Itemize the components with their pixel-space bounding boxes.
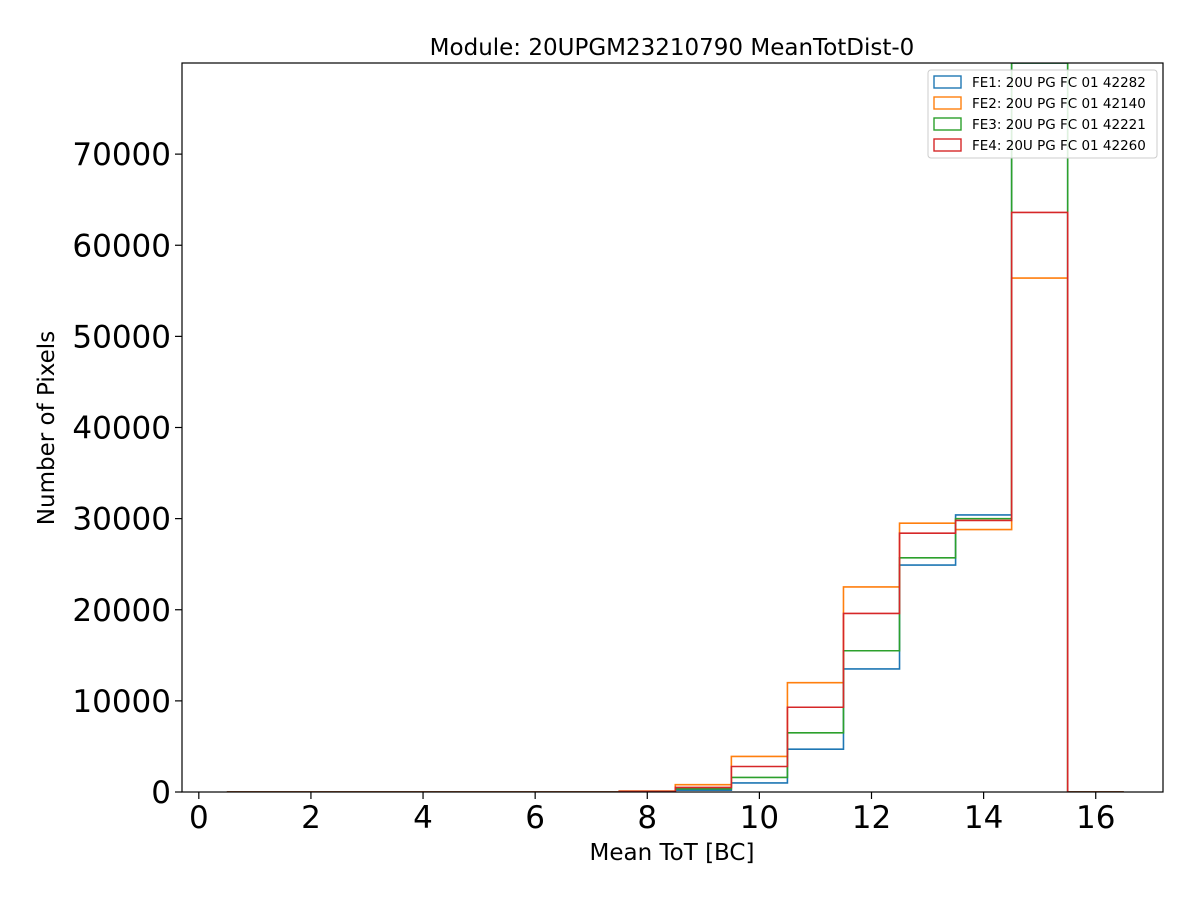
series-2-step-line <box>226 277 1124 792</box>
series-4-step-line <box>226 211 1124 792</box>
legend-label: FE3: 20U PG FC 01 42221 <box>972 117 1146 133</box>
y-tick-label: 60000 <box>72 228 171 264</box>
series-1-step-line <box>226 63 1124 792</box>
legend-swatch <box>933 117 962 131</box>
y-tick-label: 30000 <box>72 502 171 538</box>
legend-label: FE2: 20U PG FC 01 42140 <box>972 96 1146 112</box>
series-3-step-line <box>226 63 1124 792</box>
y-tick-label: 50000 <box>72 319 171 355</box>
x-tick-label: 16 <box>1076 800 1115 836</box>
series-group <box>226 63 1124 792</box>
legend-swatch <box>933 96 962 110</box>
y-tick-label: 10000 <box>72 684 171 720</box>
x-tick-label: 6 <box>525 800 545 836</box>
y-tick-label: 20000 <box>72 593 171 629</box>
x-tick-label: 8 <box>637 800 657 836</box>
y-tick-label: 40000 <box>72 411 171 447</box>
legend-swatch <box>933 75 962 89</box>
x-axis: 0 2 4 6 8 10 12 14 16 <box>189 792 1115 836</box>
plot-frame <box>181 62 1164 793</box>
legend-label: FE4: 20U PG FC 01 42260 <box>972 138 1146 154</box>
x-tick-label: 4 <box>413 800 433 836</box>
x-tick-label: 14 <box>964 800 1003 836</box>
legend-swatch <box>933 138 962 152</box>
legend-label: FE1: 20U PG FC 01 42282 <box>972 75 1146 91</box>
chart-title: Module: 20UPGM23210790 MeanTotDist-0 <box>430 35 915 61</box>
y-axis-title: Number of Pixels <box>34 331 60 525</box>
legend: FE1: 20U PG FC 01 42282 FE2: 20U PG FC 01… <box>927 69 1158 159</box>
x-axis-title: Mean ToT [BC] <box>590 840 755 866</box>
y-axis: 0 10000 20000 30000 40000 50000 60000 70000 <box>72 137 182 811</box>
legend-frame <box>927 69 1158 159</box>
x-tick-label: 2 <box>301 800 321 836</box>
y-tick-label: 70000 <box>72 137 171 173</box>
x-tick-label: 0 <box>189 800 209 836</box>
x-tick-label: 12 <box>852 800 891 836</box>
x-tick-label: 10 <box>740 800 779 836</box>
y-tick-label: 0 <box>151 775 171 811</box>
